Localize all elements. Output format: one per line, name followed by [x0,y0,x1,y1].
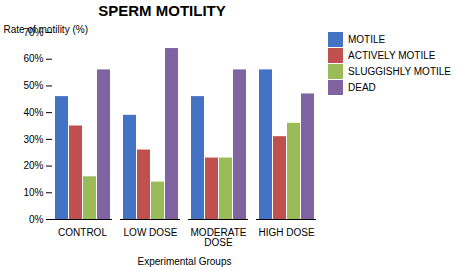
html-text:SPERM MOTILITY: SPERM MOTILITY [98,2,226,19]
html-text:DEAD: DEAD [348,82,376,93]
svg-text:MODERATEDOSE: MODERATEDOSE [191,227,247,248]
svg-text:Experimental Groups: Experimental Groups [138,256,232,267]
html-text:SLUGGISHLY MOTILE: SLUGGISHLY MOTILE [348,66,451,77]
svg-text:30%: 30% [23,134,43,145]
html-text:ACTIVELY MOTILE: ACTIVELY MOTILE [348,50,436,61]
svg-text:HIGH DOSE: HIGH DOSE [258,227,314,238]
svg-text:20%: 20% [23,160,43,171]
svg-text:CONTROL: CONTROL [58,227,107,238]
svg-text:LOW DOSE: LOW DOSE [124,227,178,238]
svg-text:10%: 10% [23,187,43,198]
svg-text:40%: 40% [23,107,43,118]
svg-text:Rate of motility (%): Rate of motility (%) [4,24,88,35]
html-text:MOTILE: MOTILE [348,34,386,45]
svg-text:60%: 60% [23,53,43,64]
svg-text:0%: 0% [29,214,44,225]
svg-text:50%: 50% [23,80,43,91]
